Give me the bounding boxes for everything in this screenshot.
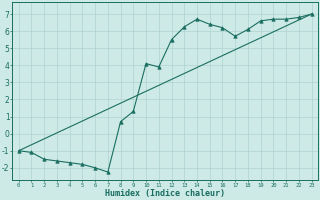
- X-axis label: Humidex (Indice chaleur): Humidex (Indice chaleur): [105, 189, 225, 198]
